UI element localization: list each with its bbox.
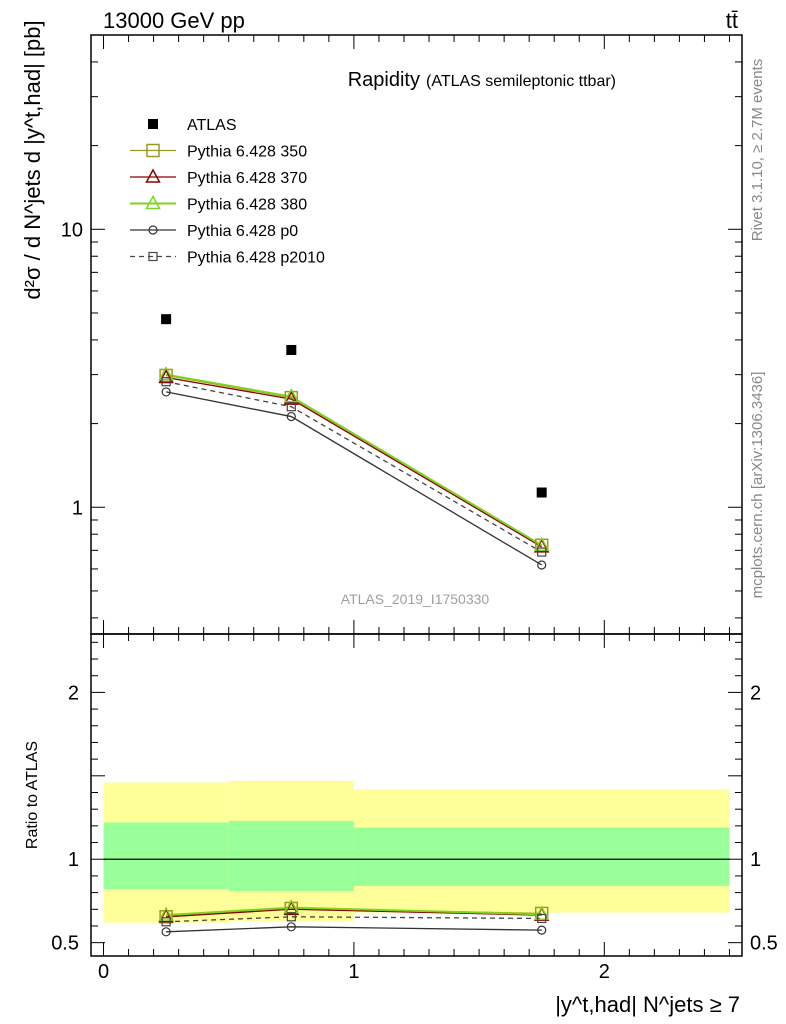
main-y-tick-label: 1	[72, 497, 83, 519]
ratio-series-lines	[166, 906, 542, 933]
mc-series-4-point	[286, 402, 296, 412]
ratio-frame	[90, 633, 743, 957]
ratio-series-3-line	[166, 926, 542, 933]
mc-series-1-point	[533, 538, 550, 553]
mc-series-2-point	[283, 388, 300, 403]
ratio-y-tick-label-left: 2	[68, 682, 79, 704]
green-band	[353, 827, 730, 886]
legend-marker-atlas	[148, 119, 158, 129]
mc-series-3-line	[165, 391, 543, 566]
legend-marker	[146, 143, 160, 158]
chart-subtitle: (ATLAS semileptonic ttbar)	[426, 73, 616, 90]
ratio-y-tick-label-right: 0.5	[750, 933, 778, 955]
ratio-series-4-point	[286, 912, 296, 922]
mc-series-3-point	[161, 387, 171, 397]
legend-marker	[145, 194, 161, 210]
mc-series-1-point	[158, 368, 174, 384]
x-tick-label: 0	[98, 961, 109, 983]
ratio-series-4-point	[161, 917, 171, 927]
legend-marker	[145, 168, 161, 183]
ratio-y-tick-label-right: 1	[750, 849, 761, 871]
ratio-series-3-point	[537, 925, 547, 935]
ratio-series-1-line	[166, 908, 542, 918]
main-y-tick-label: 10	[61, 219, 83, 241]
ratio-uncertainty-bands	[103, 780, 730, 923]
legend-marker	[148, 251, 158, 262]
mc-series-2-point	[158, 366, 174, 381]
data-point	[536, 487, 547, 498]
main-panel-background	[91, 35, 742, 634]
x-tick-label: 1	[348, 961, 359, 983]
header-left: 13000 GeV pp	[103, 8, 245, 33]
chart-title: Rapidity	[348, 69, 420, 91]
watermark-mcplots: mcplots.cern.ch [arXiv:1306.3436]	[749, 372, 766, 599]
ratio-series-3-point	[161, 927, 171, 937]
ratio-y-tick-label-right: 2	[750, 682, 761, 704]
header-right: tt̄	[726, 8, 738, 33]
x-axis-label: |y^t,had| N^jets ≥ 7	[555, 992, 740, 1017]
green-band	[103, 822, 229, 890]
ratio-series-1-point	[158, 908, 174, 923]
ratio-series-2-point	[533, 905, 550, 921]
legend: ATLAS Pythia 6.428 350 Pythia 6.428 370 Pyt…	[130, 117, 325, 267]
analysis-id: ATLAS_2019_I1750330	[341, 591, 490, 607]
main-series-lines	[165, 373, 543, 566]
legend-label: Pythia 6.428 p2010	[187, 250, 325, 267]
mc-series-4-point	[161, 377, 171, 387]
ratio-series-4-point	[537, 913, 547, 924]
ratio-y-tick-label-left: 0.5	[51, 933, 79, 955]
mc-series-3-point	[286, 411, 296, 422]
mc-series-1-point	[283, 390, 300, 405]
mc-series-4-point	[537, 547, 547, 557]
ratio-series-4-line	[166, 916, 542, 923]
main-markers	[158, 314, 550, 570]
ratio-axes: 0.5 0.5 1 1 2 2 0 1 2	[51, 633, 778, 983]
watermark-rivet: Rivet 3.1.10, ≥ 2.7M events	[749, 59, 766, 242]
mc-series-2-point	[533, 536, 550, 552]
mc-series-1-line	[166, 376, 543, 548]
x-tick-label: 2	[599, 961, 610, 983]
ratio-markers	[158, 899, 550, 937]
mc-series-4-line	[165, 381, 543, 553]
data-point	[286, 344, 297, 355]
main-plot-area	[91, 35, 742, 634]
legend-label: Pythia 6.428 350	[187, 144, 307, 161]
mc-series-3-point	[537, 560, 547, 570]
ratio-series-2-line	[166, 906, 542, 917]
legend-label: Pythia 6.428 380	[187, 197, 307, 214]
ratio-series-2-point	[158, 906, 174, 921]
ratio-y-tick-label-left: 1	[68, 849, 79, 871]
data-point	[161, 314, 172, 325]
green-band	[228, 820, 354, 891]
ratio-series-1-point	[283, 900, 300, 916]
y-axis-label-ratio: Ratio to ATLAS	[24, 741, 41, 849]
legend-marker	[148, 225, 158, 235]
legend-label: Pythia 6.428 p0	[187, 223, 298, 240]
mc-series-2-line	[165, 373, 543, 547]
legend-label: Pythia 6.428 370	[187, 170, 307, 187]
legend-label-atlas: ATLAS	[187, 117, 237, 134]
ratio-series-3-point	[286, 922, 296, 932]
y-axis-label-main: d²σ / d N^jets d |y^t,had| [pb]	[20, 20, 45, 299]
